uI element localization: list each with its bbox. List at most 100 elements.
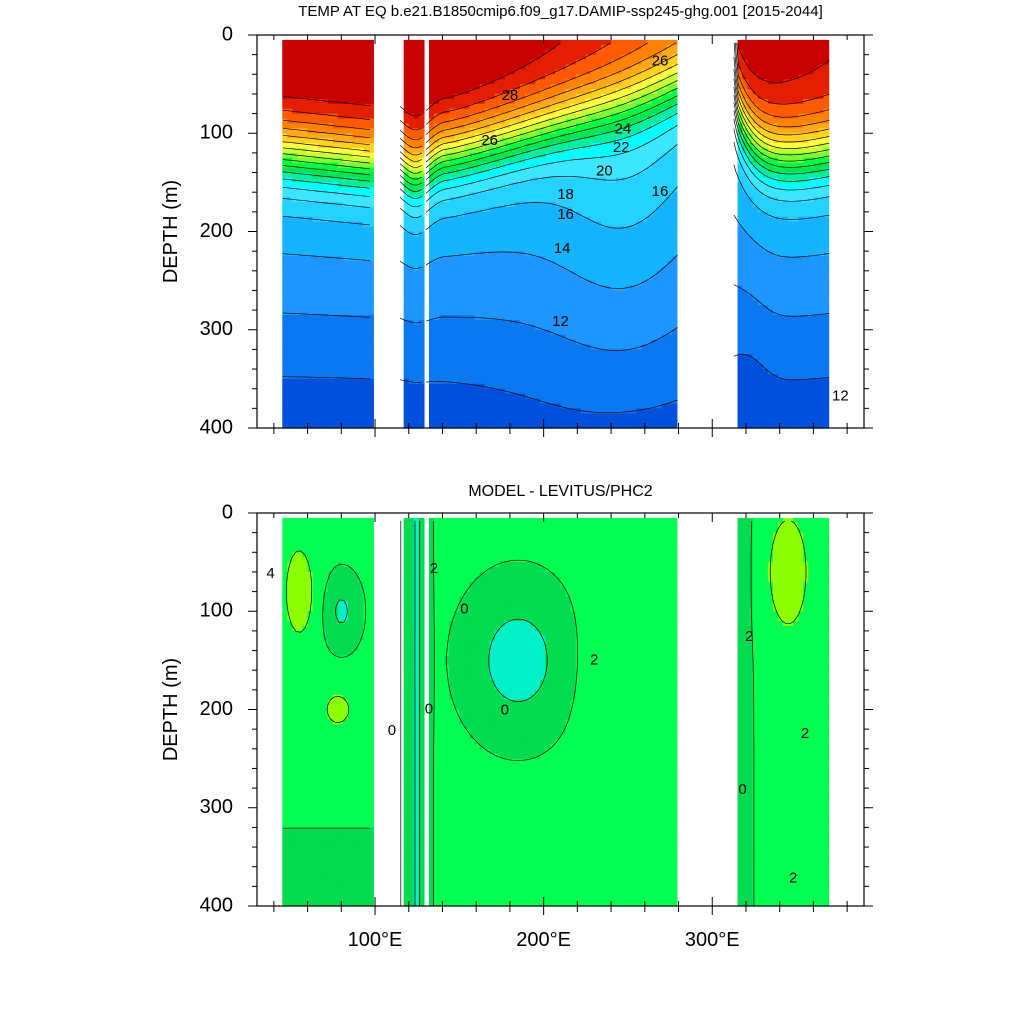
field-cell: [292, 319, 299, 326]
field-cell: [590, 59, 597, 66]
field-cell: [332, 246, 339, 252]
field-cell: [287, 69, 294, 75]
field-cell: [484, 265, 491, 272]
field-cell: [565, 324, 572, 331]
field-cell: [297, 128, 304, 134]
field-cell: [327, 369, 334, 375]
field-cell: [535, 54, 541, 61]
field-cell: [459, 118, 465, 125]
field-cell: [403, 69, 410, 75]
field-cell: [368, 373, 374, 380]
field-cell: [327, 418, 334, 424]
field-cell: [555, 118, 562, 125]
field-cell: [413, 256, 420, 262]
field-cell: [595, 79, 602, 85]
field-cell: [317, 226, 324, 233]
field-cell: [606, 339, 612, 346]
field-cell: [459, 89, 465, 95]
field-cell: [439, 138, 445, 144]
field-cell: [464, 295, 471, 301]
field-cell: [403, 206, 410, 213]
field-cell: [631, 89, 637, 95]
field-cell: [585, 349, 592, 355]
field-cell: [469, 202, 476, 208]
field-cell: [530, 182, 536, 188]
field-cell: [459, 359, 465, 365]
field-cell: [504, 133, 511, 139]
field-cell: [509, 84, 516, 90]
field-cell: [287, 349, 294, 355]
field-cell: [484, 108, 491, 115]
field-cell: [348, 285, 354, 292]
field-cell: [464, 246, 471, 252]
field-cell: [504, 290, 511, 296]
field-cell: [363, 167, 369, 174]
field-cell: [514, 285, 521, 292]
field-cell: [525, 84, 531, 90]
field-cell: [307, 344, 314, 350]
field-cell: [282, 378, 288, 385]
field-cell: [636, 128, 643, 134]
field-cell: [403, 246, 410, 252]
field-cell: [585, 418, 592, 424]
field-cell: [585, 162, 592, 169]
field-cell: [631, 39, 637, 46]
field-cell: [363, 89, 369, 95]
field-cell: [504, 128, 511, 134]
field-cell: [545, 147, 551, 154]
field-cell: [499, 290, 506, 296]
field-cell: [550, 364, 557, 370]
field-cell: [575, 236, 582, 242]
field-cell: [570, 319, 577, 326]
field-cell: [322, 418, 329, 424]
field-cell: [555, 152, 562, 159]
field-cell: [428, 413, 435, 419]
field-cell: [418, 349, 425, 355]
field-cell: [353, 187, 359, 193]
field-cell: [332, 182, 339, 188]
field-cell: [509, 167, 516, 174]
field-cell: [434, 408, 440, 414]
field-cell: [585, 260, 592, 267]
field-cell: [332, 79, 339, 85]
field-cell: [368, 305, 374, 311]
field-cell: [509, 231, 516, 238]
field-cell: [408, 359, 415, 365]
field-cell: [408, 324, 415, 331]
field-cell: [621, 236, 627, 242]
field-cell: [560, 290, 567, 296]
field-cell: [504, 172, 511, 179]
field-cell: [509, 226, 516, 233]
field-cell: [332, 378, 339, 385]
field-cell: [611, 324, 617, 331]
field-cell: [474, 108, 481, 115]
field-cell: [580, 84, 587, 90]
field-cell: [302, 364, 309, 370]
field-cell: [327, 231, 334, 238]
field-cell: [439, 172, 445, 179]
field-cell: [590, 334, 597, 341]
field-cell: [408, 403, 415, 409]
field-cell: [403, 388, 410, 395]
field-cell: [514, 423, 521, 429]
field-cell: [464, 197, 471, 203]
field-cell: [408, 369, 415, 375]
field-cell: [509, 118, 516, 125]
field-cell: [479, 216, 486, 223]
field-cell: [611, 39, 617, 46]
field-cell: [580, 403, 587, 409]
field-cell: [555, 373, 562, 380]
field-cell: [585, 187, 592, 193]
field-cell: [585, 280, 592, 287]
field-cell: [307, 241, 314, 247]
field-cell: [545, 197, 551, 203]
field-cell: [454, 192, 460, 198]
field-cell: [595, 403, 602, 409]
field-cell: [317, 152, 324, 159]
field-cell: [636, 113, 643, 120]
field-cell: [454, 157, 460, 164]
field-cell: [403, 221, 410, 228]
field-cell: [312, 236, 319, 242]
field-cell: [454, 246, 460, 252]
field-cell: [322, 177, 329, 183]
